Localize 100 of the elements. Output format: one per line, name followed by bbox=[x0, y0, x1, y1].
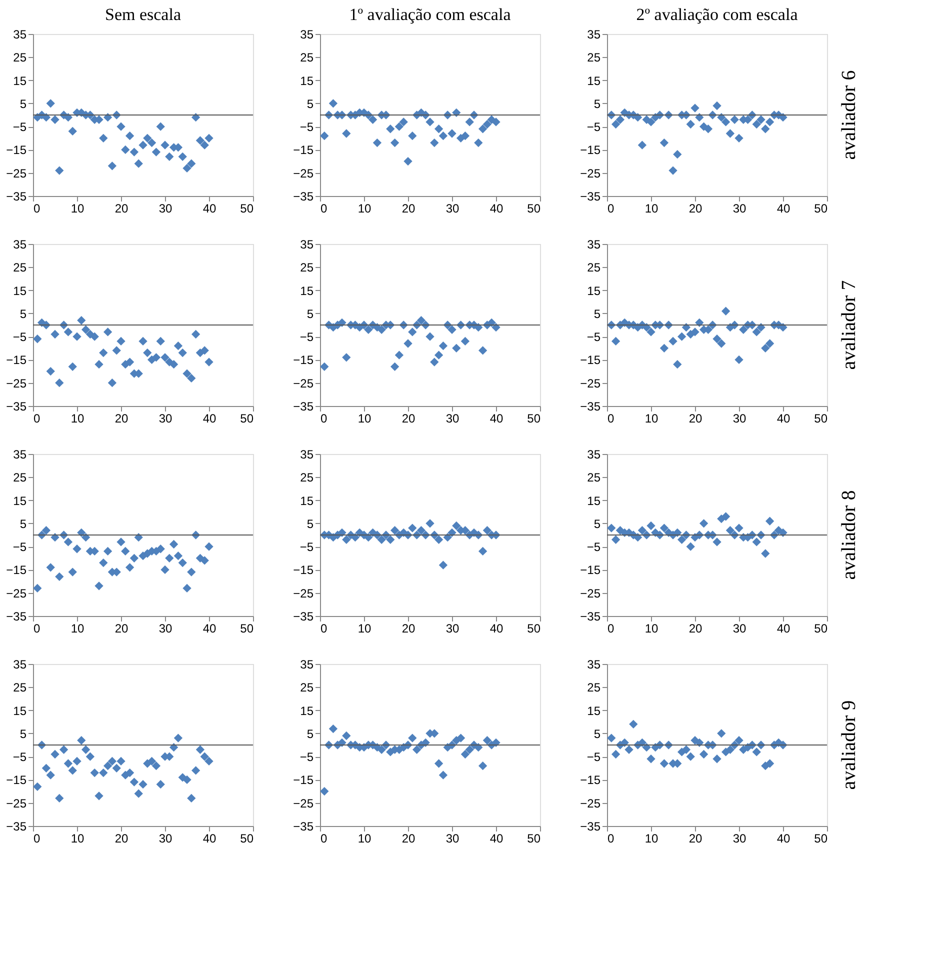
point bbox=[752, 328, 761, 336]
point bbox=[734, 736, 744, 745]
point bbox=[660, 138, 669, 148]
point bbox=[191, 330, 200, 339]
y-tick-label: −15 bbox=[6, 773, 27, 788]
point bbox=[46, 99, 55, 108]
y-tick-label: −15 bbox=[580, 143, 601, 158]
point bbox=[668, 336, 678, 346]
y-tick-label: 35 bbox=[587, 658, 601, 672]
point bbox=[33, 334, 42, 344]
point bbox=[204, 756, 214, 766]
point bbox=[377, 535, 386, 544]
y-tick-label: 5 bbox=[306, 96, 314, 111]
point bbox=[156, 122, 165, 131]
x-tick-label: 20 bbox=[402, 832, 416, 846]
point bbox=[116, 756, 126, 766]
point bbox=[726, 526, 735, 535]
y-tick-label: −15 bbox=[580, 773, 601, 788]
y-tick-label: −25 bbox=[580, 586, 601, 600]
point bbox=[660, 759, 669, 768]
x-tick-label: 50 bbox=[527, 832, 541, 846]
x-tick-label: 20 bbox=[688, 832, 702, 846]
y-tick-label: 15 bbox=[13, 74, 27, 88]
point bbox=[130, 778, 139, 786]
point bbox=[452, 521, 461, 530]
x-tick-label: 10 bbox=[644, 832, 658, 846]
point bbox=[99, 134, 108, 142]
point bbox=[752, 538, 761, 546]
point bbox=[187, 568, 196, 576]
point bbox=[364, 325, 373, 334]
point bbox=[448, 129, 456, 138]
x-tick-label: 0 bbox=[34, 832, 40, 846]
point bbox=[699, 750, 708, 759]
point bbox=[704, 124, 713, 134]
point bbox=[134, 789, 143, 798]
y-tick-label: 15 bbox=[587, 284, 601, 298]
point bbox=[64, 759, 73, 768]
x-tick-label: 50 bbox=[240, 622, 254, 636]
point bbox=[478, 546, 488, 556]
point bbox=[629, 720, 638, 728]
point bbox=[686, 542, 695, 551]
point bbox=[492, 738, 500, 748]
point bbox=[94, 582, 104, 590]
point bbox=[761, 344, 770, 352]
x-tick-label: 20 bbox=[688, 202, 702, 216]
y-tick-label: 25 bbox=[587, 680, 601, 695]
x-tick-label: 40 bbox=[490, 202, 504, 216]
x-tick-label: 30 bbox=[446, 202, 460, 216]
point bbox=[169, 540, 178, 549]
y-tick-label: −5 bbox=[300, 330, 314, 344]
y-tick-label: 35 bbox=[300, 448, 314, 462]
x-tick-label: 30 bbox=[732, 202, 746, 216]
y-tick-label: −15 bbox=[293, 563, 314, 578]
point bbox=[156, 780, 165, 789]
y-tick-label: −25 bbox=[6, 166, 27, 180]
point bbox=[726, 129, 735, 138]
y-tick-label: −35 bbox=[580, 610, 601, 624]
x-tick-label: 0 bbox=[34, 202, 40, 216]
x-tick-label: 50 bbox=[814, 622, 828, 636]
y-tick-label: 15 bbox=[300, 704, 314, 718]
point bbox=[116, 122, 126, 131]
point bbox=[465, 118, 474, 126]
point bbox=[174, 552, 183, 560]
chart-title: 1º avaliação com escala bbox=[349, 5, 512, 24]
y-tick-label: 25 bbox=[300, 680, 314, 695]
point bbox=[204, 542, 214, 551]
x-tick-label: 40 bbox=[202, 832, 216, 846]
x-tick-label: 20 bbox=[402, 622, 416, 636]
point bbox=[695, 738, 704, 748]
y-tick-label: −5 bbox=[300, 540, 314, 554]
point bbox=[412, 745, 422, 754]
x-tick-label: 50 bbox=[814, 412, 828, 426]
point bbox=[448, 528, 456, 538]
x-tick-label: 0 bbox=[320, 622, 328, 636]
point bbox=[712, 754, 722, 764]
x-tick-label: 40 bbox=[202, 202, 216, 216]
y-tick-label: −5 bbox=[12, 330, 27, 344]
y-tick-label: 15 bbox=[587, 704, 601, 718]
x-tick-label: 0 bbox=[320, 832, 328, 846]
point bbox=[178, 558, 187, 568]
point bbox=[778, 322, 788, 332]
point bbox=[646, 118, 656, 126]
point bbox=[721, 118, 730, 126]
point bbox=[404, 339, 412, 348]
x-tick-label: 40 bbox=[202, 622, 216, 636]
point bbox=[756, 115, 766, 124]
x-tick-label: 50 bbox=[240, 202, 254, 216]
point bbox=[187, 374, 196, 383]
y-tick-label: −5 bbox=[300, 120, 314, 134]
y2-axis-title: avaliador 9 bbox=[838, 700, 860, 790]
x-tick-label: 10 bbox=[70, 622, 84, 636]
point bbox=[443, 532, 452, 542]
x-tick-label: 20 bbox=[402, 412, 416, 426]
x-tick-label: 40 bbox=[776, 412, 790, 426]
point bbox=[121, 145, 130, 154]
point bbox=[143, 348, 152, 358]
x-tick-label: 50 bbox=[240, 832, 254, 846]
x-tick-label: 20 bbox=[688, 622, 702, 636]
y-tick-label: 5 bbox=[20, 306, 27, 321]
point bbox=[408, 328, 417, 336]
